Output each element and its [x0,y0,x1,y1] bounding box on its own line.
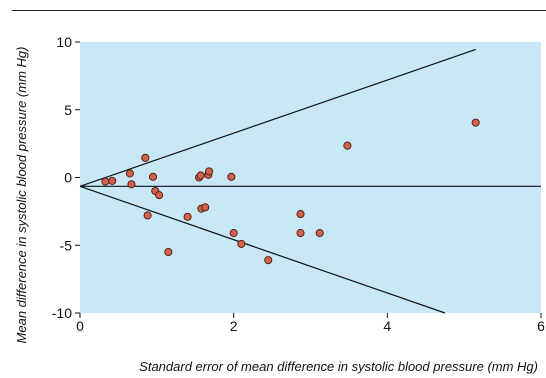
x-axis-ticks: 0 2 4 6 [76,313,545,334]
data-point [141,153,150,162]
y-tick-label: 5 [64,102,72,118]
data-point [229,229,238,238]
data-point [296,210,305,219]
x-tick-label: 2 [230,318,238,334]
data-point [205,167,214,176]
line-upper-limit [79,48,476,187]
data-point [127,180,136,189]
y-tick-label: 10 [56,34,72,50]
data-point [196,171,205,180]
data-point [125,169,134,178]
x-tick-label: 0 [76,318,84,334]
data-point [201,203,210,212]
data-point [471,118,480,127]
y-tick-label: -5 [60,237,73,253]
data-point [164,247,173,257]
lines-layer [79,48,541,314]
y-axis-ticks: -10 -5 0 5 10 [52,34,80,321]
data-point [155,191,164,200]
data-point [343,141,352,150]
data-point [227,172,236,181]
x-tick-label: 6 [537,318,545,334]
y-tick-label: -10 [52,305,72,321]
data-point [237,239,246,248]
data-point [315,229,324,238]
data-point [183,212,192,221]
y-tick-label: 0 [64,170,72,186]
top-rule [12,10,546,11]
data-point [148,172,158,181]
x-tick-label: 4 [383,318,391,334]
points-layer [101,118,480,265]
y-axis-label: Mean difference in systolic blood pressu… [14,47,29,344]
data-point [108,176,117,185]
data-point [101,177,110,186]
data-point [143,211,152,220]
line-lower-limit [79,185,446,314]
data-point [296,229,305,238]
data-point [264,256,273,265]
x-axis-label: Standard error of mean difference in sys… [139,359,538,374]
